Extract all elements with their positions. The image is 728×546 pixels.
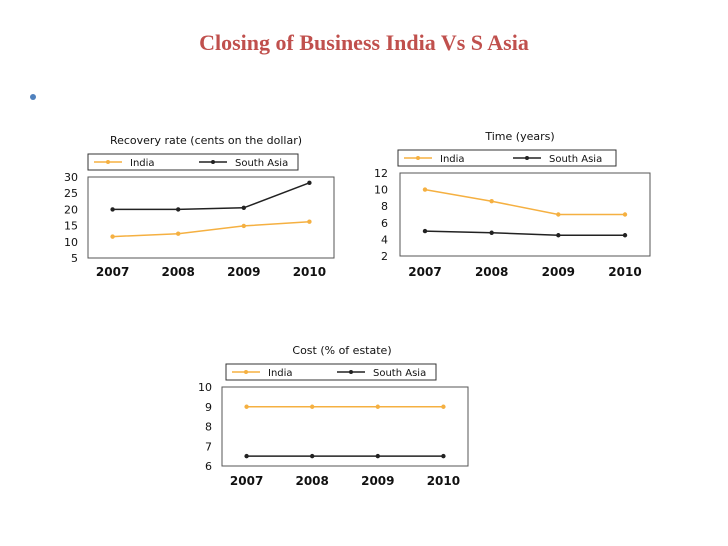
y-tick-label: 10 (64, 236, 78, 249)
legend-label-south-asia: South Asia (373, 368, 426, 379)
legend-box (87, 153, 299, 171)
x-tick-label: 2007 (408, 265, 441, 279)
x-tick-label: 2010 (608, 265, 641, 279)
data-point-south-asia (241, 205, 246, 210)
plot-area (221, 386, 469, 467)
y-tick-label: 30 (64, 171, 78, 184)
data-point-india (441, 404, 446, 409)
data-point-india (310, 404, 315, 409)
series-line-south-asia (424, 230, 625, 236)
x-tick-label: 2008 (295, 474, 328, 488)
data-point-south-asia (422, 228, 428, 234)
data-point-india (556, 212, 561, 217)
data-point-india (489, 199, 494, 204)
data-point-india (307, 219, 312, 224)
legend-box (397, 149, 617, 167)
x-tick-label: 2008 (475, 265, 508, 279)
slide-title: Closing of Business India Vs S Asia (199, 30, 529, 55)
plot-area (87, 176, 335, 259)
chart-title: Recovery rate (cents on the dollar) (110, 134, 302, 147)
legend-label-india: India (130, 158, 155, 169)
data-point-india (244, 404, 249, 409)
data-point-india (241, 223, 246, 229)
legend-label-india: India (268, 368, 293, 379)
y-tick-label: 8 (205, 421, 212, 434)
y-tick-label: 12 (374, 167, 388, 180)
y-tick-label: 6 (381, 217, 388, 230)
y-tick-label: 8 (381, 200, 388, 213)
data-point-south-asia (441, 453, 446, 459)
x-tick-label: 2007 (230, 474, 263, 488)
legend-label-india: India (440, 154, 465, 165)
y-tick-label: 20 (64, 203, 78, 216)
data-point-south-asia (110, 207, 115, 212)
series-line-south-asia (112, 182, 310, 211)
data-point-india (110, 234, 115, 239)
legend-label-south-asia: South Asia (549, 154, 602, 165)
data-point-south-asia (307, 180, 312, 186)
bullet-point (30, 94, 36, 100)
data-point-india (622, 212, 628, 217)
y-tick-label: 6 (205, 460, 212, 473)
y-tick-label: 9 (205, 401, 212, 414)
data-point-south-asia (244, 453, 249, 459)
y-tick-label: 25 (64, 187, 78, 200)
y-tick-label: 10 (198, 381, 212, 394)
data-point-south-asia (176, 207, 181, 212)
x-tick-label: 2007 (96, 265, 129, 279)
y-tick-label: 7 (205, 440, 212, 453)
series-line-india (112, 220, 310, 238)
data-point-india (375, 404, 380, 409)
data-point-south-asia (375, 453, 380, 459)
x-tick-label: 2010 (293, 265, 326, 279)
y-tick-label: 5 (71, 252, 78, 265)
x-tick-label: 2009 (227, 265, 260, 279)
data-point-south-asia (310, 453, 315, 459)
legend-label-south-asia: South Asia (235, 158, 288, 169)
data-point-india (176, 231, 181, 236)
x-tick-label: 2009 (542, 265, 575, 279)
series-line-india (424, 188, 625, 216)
chart-title: Time (years) (484, 130, 554, 143)
x-tick-label: 2010 (427, 474, 460, 488)
y-tick-label: 10 (374, 184, 388, 197)
data-point-south-asia (622, 233, 628, 238)
x-tick-label: 2008 (161, 265, 194, 279)
data-point-south-asia (489, 230, 494, 235)
data-point-india (422, 187, 428, 192)
data-point-south-asia (556, 233, 561, 238)
y-tick-label: 2 (381, 250, 388, 263)
y-tick-label: 15 (64, 220, 78, 233)
chart-title: Cost (% of estate) (292, 344, 391, 357)
legend-box (225, 363, 437, 381)
y-tick-label: 4 (381, 233, 388, 246)
x-tick-label: 2009 (361, 474, 394, 488)
